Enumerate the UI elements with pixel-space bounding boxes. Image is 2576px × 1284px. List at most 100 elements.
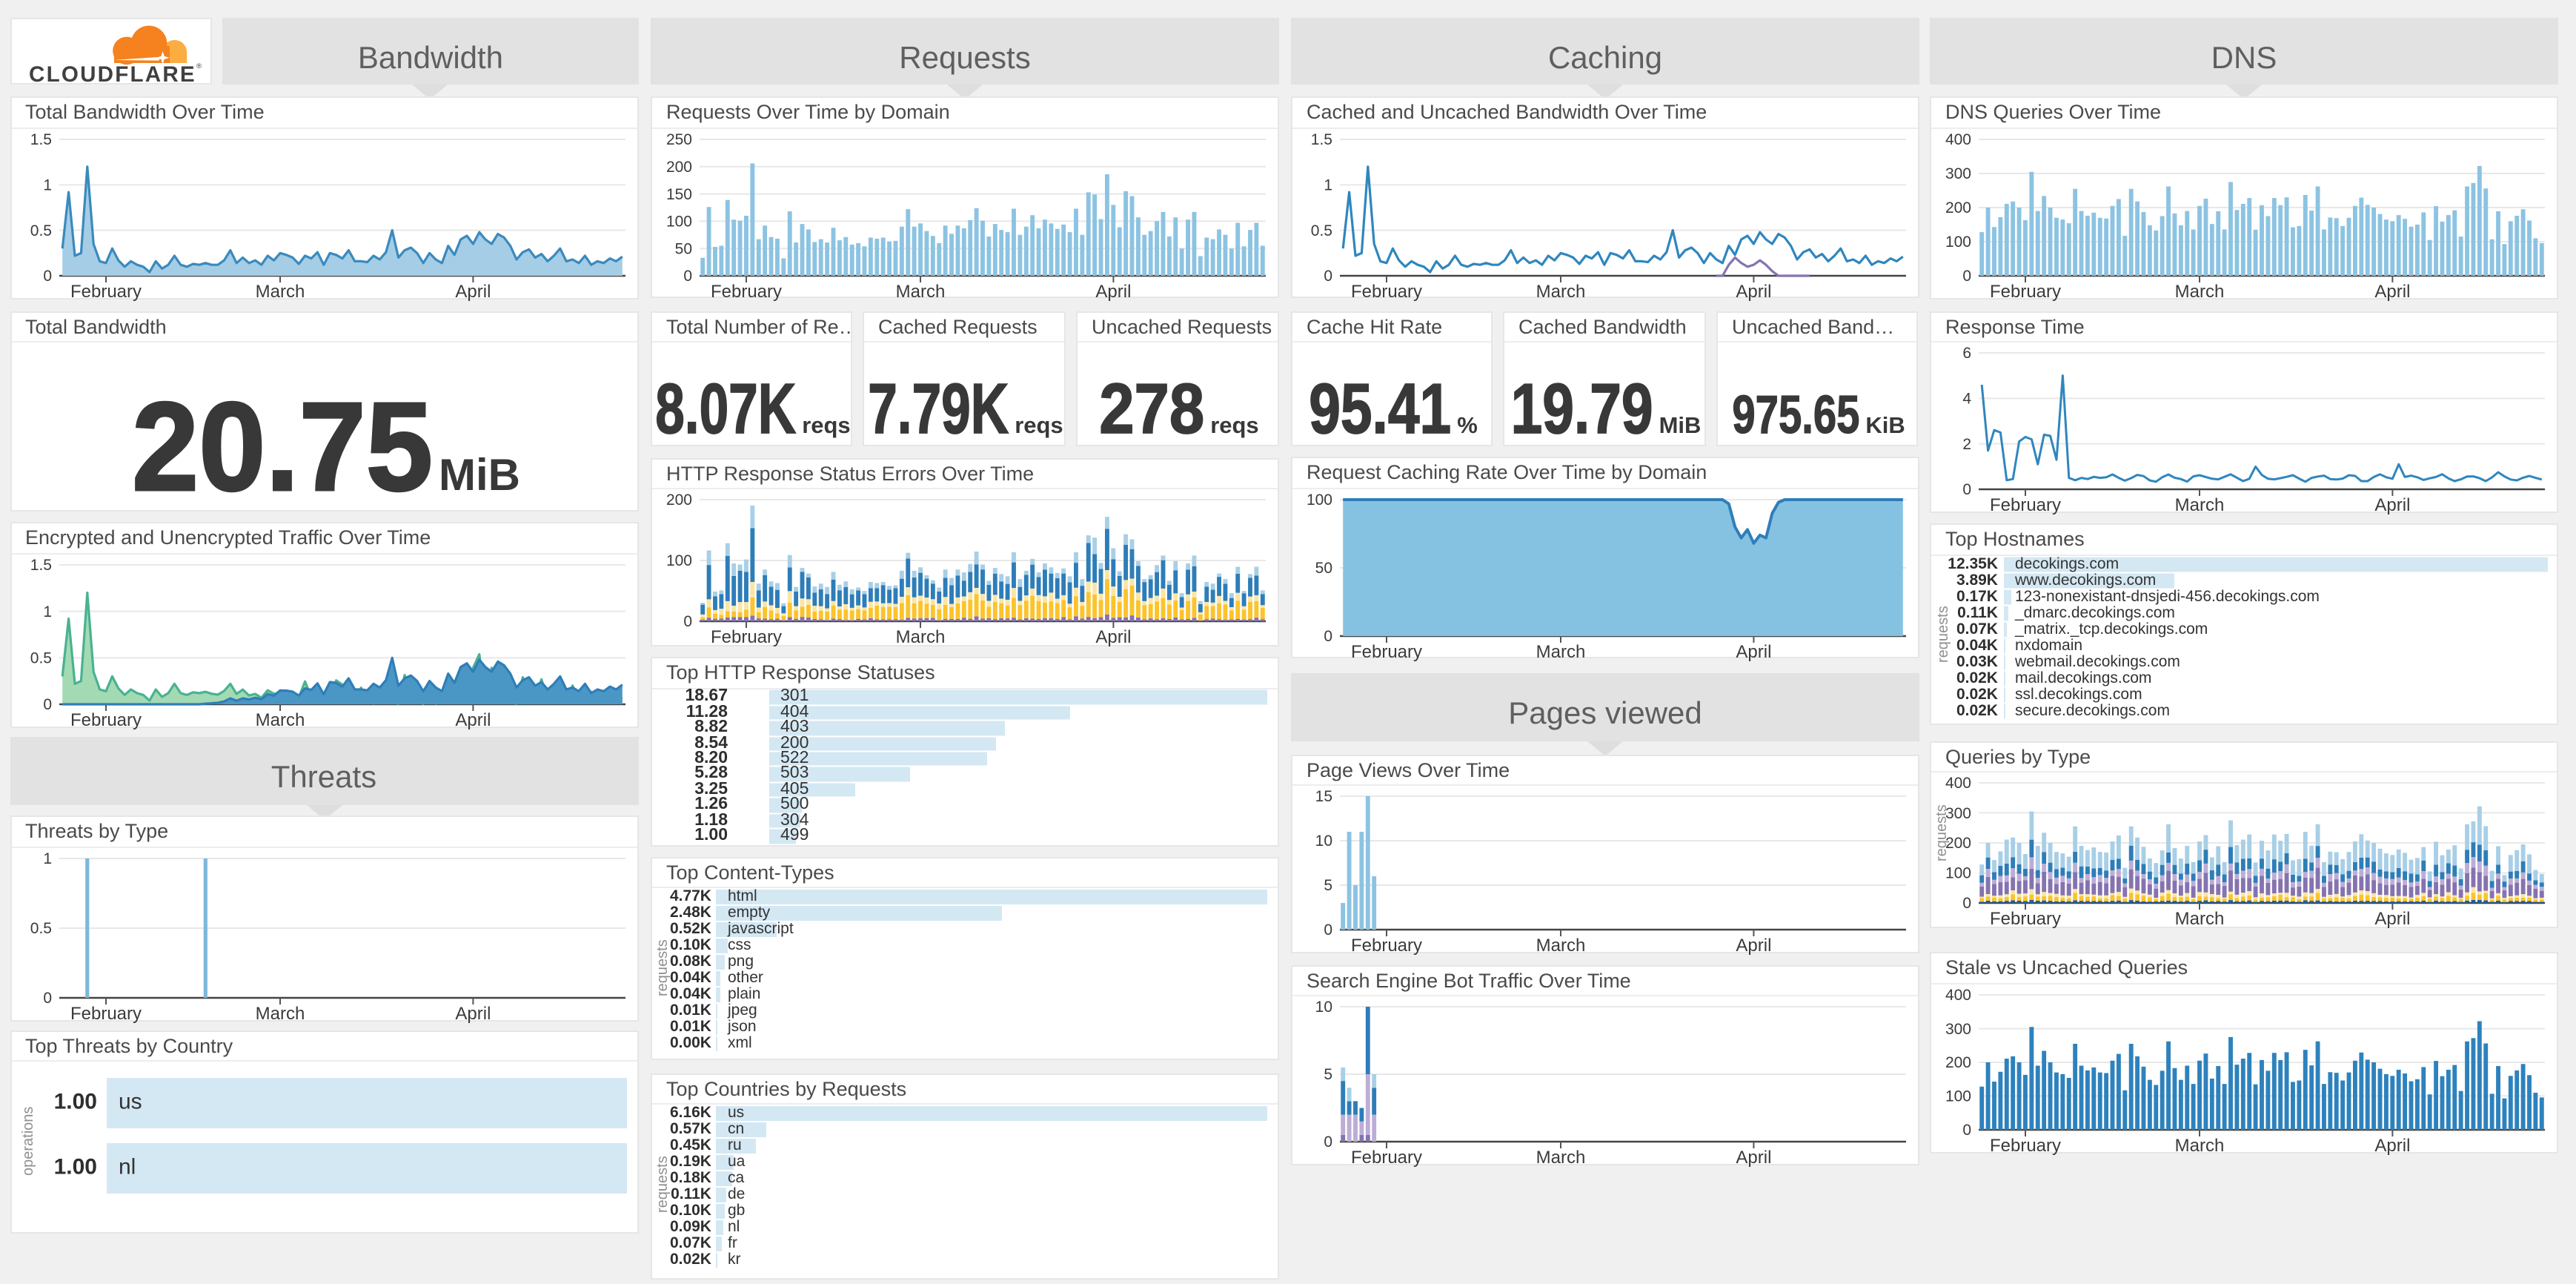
svg-text:4: 4 [1962,391,1971,408]
svg-text:0.5: 0.5 [1311,222,1332,239]
svg-text:100: 100 [1945,865,1971,882]
svg-text:19.79: 19.79 [1511,369,1653,448]
svg-text:March: March [2175,281,2225,300]
svg-text:300: 300 [1945,165,1971,182]
svg-text:100: 100 [1945,233,1971,250]
svg-text:March: March [1536,1148,1586,1167]
svg-text:0: 0 [1324,921,1332,939]
svg-text:200: 200 [1945,835,1971,852]
svg-text:1: 1 [42,176,51,193]
svg-text:200: 200 [1945,1053,1971,1070]
svg-text:400: 400 [1945,130,1971,148]
svg-text:February: February [70,709,141,729]
svg-text:0: 0 [1962,1121,1971,1138]
svg-text:5: 5 [1324,1066,1332,1083]
svg-text:KiB: KiB [1865,412,1905,438]
svg-text:March: March [896,281,946,300]
svg-text:February: February [1990,1135,2061,1154]
svg-text:400: 400 [1945,775,1971,792]
svg-text:100: 100 [666,213,692,230]
svg-text:0: 0 [1962,267,1971,284]
svg-text:February: February [1990,495,2061,514]
svg-text:March: March [255,1003,305,1022]
svg-text:March: March [255,281,305,300]
svg-text:February: February [711,281,782,300]
svg-text:1: 1 [42,850,51,867]
svg-text:0: 0 [42,267,51,284]
svg-text:0: 0 [683,267,692,284]
svg-text:400: 400 [1945,986,1971,1003]
svg-text:March: March [2175,495,2225,514]
svg-text:March: March [2175,1135,2225,1154]
svg-text:100: 100 [666,552,692,569]
svg-text:1.5: 1.5 [30,130,51,148]
svg-text:March: March [2175,909,2225,928]
svg-text:April: April [2374,909,2410,928]
svg-text:250: 250 [666,130,692,148]
svg-text:300: 300 [1945,1020,1971,1037]
svg-text:0: 0 [42,695,51,712]
svg-text:February: February [1351,281,1422,300]
svg-text:CLOUDFLARE: CLOUDFLARE [28,62,196,85]
svg-text:MiB: MiB [438,450,519,500]
svg-text:0: 0 [1324,1134,1332,1151]
svg-text:300: 300 [1945,805,1971,822]
svg-text:February: February [1351,1148,1422,1167]
svg-text:April: April [1095,627,1131,646]
svg-text:reqs: reqs [802,412,850,438]
svg-text:10: 10 [1315,833,1332,850]
svg-text:February: February [1351,936,1422,955]
svg-text:50: 50 [1315,559,1332,576]
svg-text:April: April [1736,1148,1771,1167]
svg-text:1.5: 1.5 [30,556,51,573]
svg-text:February: February [70,281,141,300]
svg-text:100: 100 [1307,491,1332,508]
svg-text:®: ® [196,62,201,70]
svg-text:0: 0 [1962,895,1971,912]
svg-text:200: 200 [666,158,692,175]
svg-text:February: February [711,627,782,646]
svg-text:March: March [896,627,946,646]
svg-text:April: April [1095,281,1131,300]
svg-text:April: April [454,281,490,300]
svg-text:MiB: MiB [1659,412,1702,438]
svg-text:10: 10 [1315,999,1332,1016]
svg-text:0: 0 [683,613,692,630]
svg-text:April: April [2374,281,2410,300]
svg-text:975.65: 975.65 [1732,385,1859,445]
svg-text:March: March [1536,936,1586,955]
svg-text:April: April [1736,936,1771,955]
svg-text:reqs: reqs [1210,412,1258,438]
svg-text:March: March [1536,641,1586,661]
svg-text:7.79K: 7.79K [868,369,1009,448]
svg-text:March: March [1536,281,1586,300]
svg-text:March: March [255,709,305,729]
svg-text:5: 5 [1324,877,1332,894]
svg-text:1.5: 1.5 [1311,130,1332,148]
svg-text:1: 1 [1324,176,1332,193]
svg-text:April: April [1736,281,1771,300]
svg-text:8.07K: 8.07K [655,369,796,448]
svg-text:February: February [1990,281,2061,300]
svg-text:April: April [454,1003,490,1022]
svg-text:278: 278 [1099,369,1204,448]
svg-text:95.41: 95.41 [1309,369,1451,448]
svg-text:50: 50 [675,239,692,257]
svg-text:April: April [1736,641,1771,661]
svg-text:6: 6 [1962,345,1971,362]
svg-text:February: February [1990,909,2061,928]
svg-text:February: February [1351,641,1422,661]
svg-text:200: 200 [1945,199,1971,216]
svg-text:April: April [2374,1135,2410,1154]
svg-text:2: 2 [1962,436,1971,453]
svg-text:15: 15 [1315,788,1332,805]
svg-text:0.5: 0.5 [30,222,51,239]
svg-text:April: April [454,709,490,729]
svg-text:200: 200 [666,492,692,509]
svg-text:0: 0 [42,989,51,1006]
svg-text:20.75: 20.75 [131,377,432,513]
svg-text:0.5: 0.5 [30,919,51,936]
svg-text:0: 0 [1324,267,1332,284]
svg-text:April: April [2374,495,2410,514]
svg-text:0: 0 [1962,481,1971,498]
